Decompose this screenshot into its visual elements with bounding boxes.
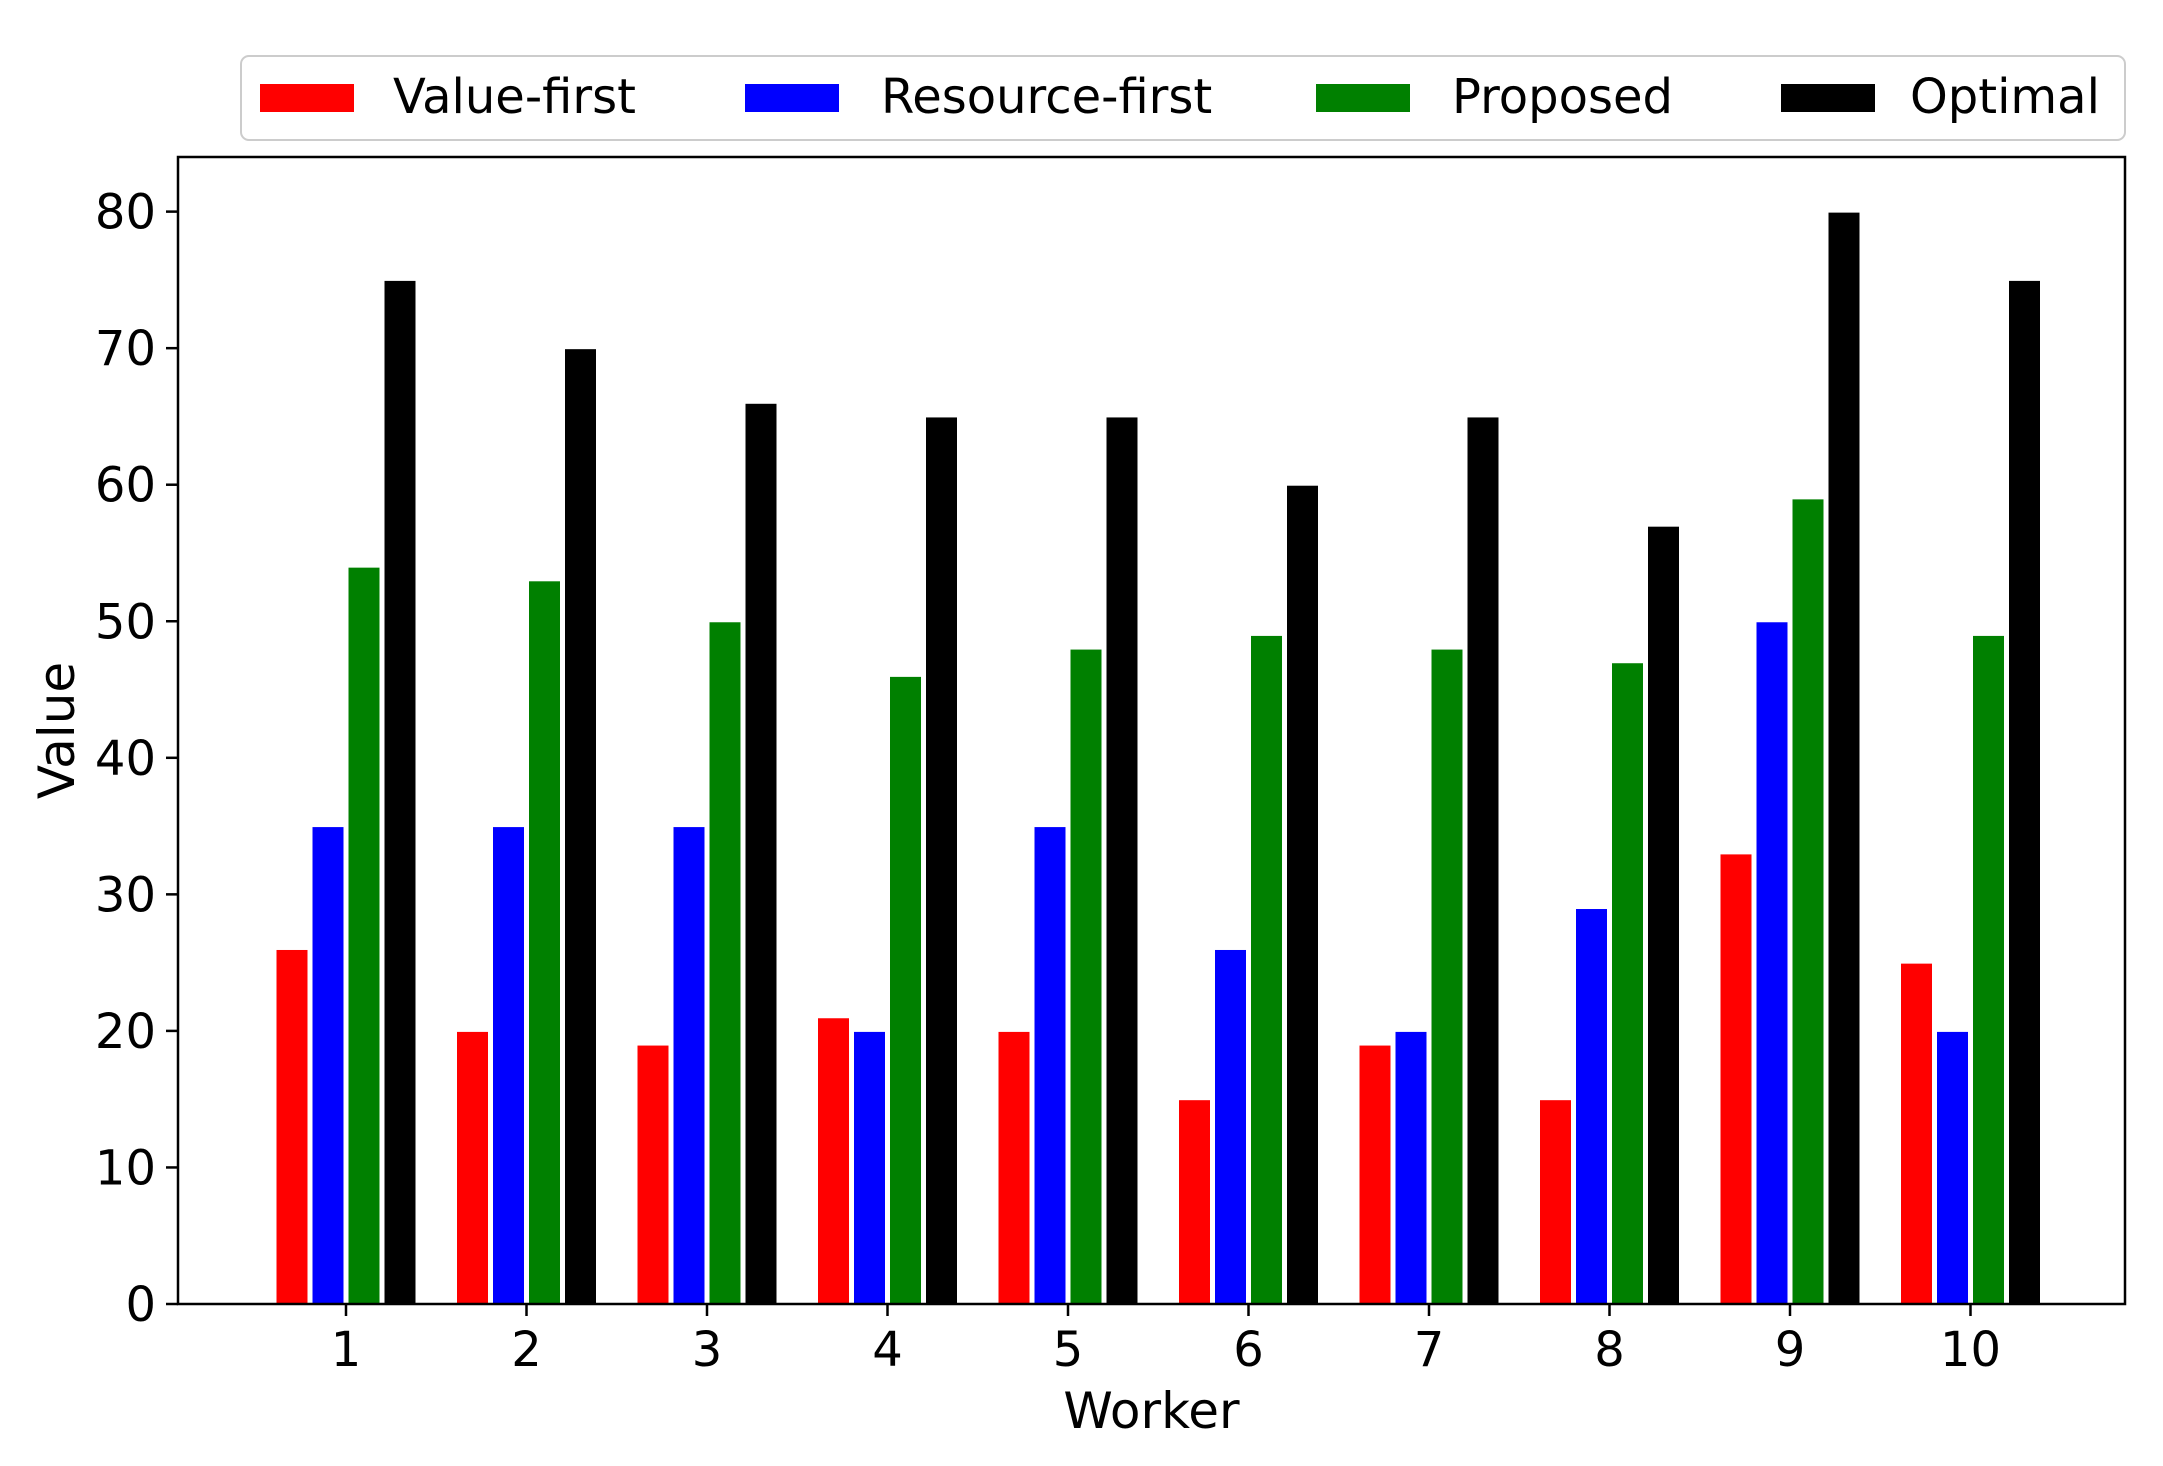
legend-label-resource-first: Resource-first <box>881 69 1212 125</box>
bar-optimal-worker-6 <box>1285 483 1320 1305</box>
bar-proposed-worker-5 <box>1068 647 1104 1305</box>
bar-optimal-worker-7 <box>1465 415 1501 1305</box>
legend-swatch-resource-first <box>745 84 839 112</box>
bar-proposed-worker-1 <box>346 565 382 1305</box>
x-tick-label: 1 <box>331 1322 362 1378</box>
bar-resource-first-worker-3 <box>671 825 707 1305</box>
y-tick-label: 30 <box>95 867 156 923</box>
bar-proposed-worker-2 <box>527 579 562 1305</box>
bar-resource-first-worker-9 <box>1754 620 1790 1305</box>
legend-box <box>240 55 2126 141</box>
bar-resource-first-worker-6 <box>1213 947 1248 1305</box>
bar-proposed-worker-8 <box>1610 661 1645 1305</box>
x-tick-label: 4 <box>872 1322 903 1378</box>
bar-optimal-worker-3 <box>743 401 779 1305</box>
bar-value-first-worker-6 <box>1177 1098 1212 1306</box>
bar-value-first-worker-7 <box>1357 1043 1393 1306</box>
bar-value-first-worker-2 <box>455 1029 490 1306</box>
y-axis-ticks: 0 10 20 30 40 50 60 70 80 <box>95 185 178 1333</box>
bars-layer <box>274 210 2042 1306</box>
y-tick-label: 70 <box>95 321 156 377</box>
x-tick-label: 9 <box>1775 1322 1806 1378</box>
legend-swatch-value-first <box>260 84 354 112</box>
bar-optimal-worker-1 <box>382 278 418 1306</box>
x-tick-label: 7 <box>1414 1322 1445 1378</box>
legend-label-optimal: Optimal <box>1910 69 2100 125</box>
legend-swatch-optimal <box>1781 84 1875 112</box>
x-tick-label: 2 <box>511 1322 542 1378</box>
bar-proposed-worker-10 <box>1971 633 2006 1305</box>
y-tick-label: 50 <box>95 594 156 650</box>
x-axis-label: Worker <box>1063 1382 1240 1440</box>
bar-proposed-worker-9 <box>1790 497 1826 1306</box>
bar-optimal-worker-9 <box>1826 210 1862 1306</box>
bar-proposed-worker-7 <box>1429 647 1465 1305</box>
x-tick-label: 5 <box>1053 1322 1084 1378</box>
y-tick-label: 40 <box>95 731 156 787</box>
bar-resource-first-worker-8 <box>1574 907 1609 1305</box>
legend-label-proposed: Proposed <box>1452 69 1673 125</box>
bar-optimal-worker-4 <box>924 415 959 1305</box>
bar-proposed-worker-6 <box>1249 633 1284 1305</box>
y-tick-label: 20 <box>95 1004 156 1060</box>
bar-resource-first-worker-5 <box>1032 825 1068 1305</box>
bar-resource-first-worker-2 <box>491 825 526 1305</box>
bar-proposed-worker-3 <box>707 620 743 1305</box>
plot-frame <box>176 155 2127 1306</box>
y-tick-label: 80 <box>95 185 156 241</box>
bar-value-first-worker-5 <box>996 1029 1032 1306</box>
x-tick-label: 10 <box>1940 1322 2001 1378</box>
bar-value-first-worker-3 <box>635 1043 671 1306</box>
bar-value-first-worker-8 <box>1538 1098 1573 1306</box>
bar-value-first-worker-4 <box>816 1016 851 1305</box>
y-tick-label: 0 <box>125 1277 156 1333</box>
bar-resource-first-worker-4 <box>852 1029 887 1306</box>
bar-resource-first-worker-10 <box>1935 1029 1970 1306</box>
legend-label-value-first: Value-first <box>393 69 636 125</box>
bar-optimal-worker-2 <box>563 347 598 1305</box>
y-tick-label: 60 <box>95 458 156 514</box>
y-axis-label: Value <box>28 662 86 799</box>
bar-proposed-worker-4 <box>888 674 923 1305</box>
bar-resource-first-worker-7 <box>1393 1029 1429 1306</box>
x-tick-label: 6 <box>1233 1322 1264 1378</box>
bar-resource-first-worker-1 <box>310 825 346 1305</box>
bar-optimal-worker-5 <box>1104 415 1140 1305</box>
bar-optimal-worker-10 <box>2007 278 2042 1306</box>
y-tick-label: 10 <box>95 1140 156 1196</box>
legend: Value-first Resource-first Proposed Optimal <box>240 55 2126 141</box>
x-tick-label: 3 <box>692 1322 723 1378</box>
x-axis-ticks: 1 2 3 4 5 6 7 8 9 10 <box>331 1304 2001 1378</box>
bar-value-first-worker-9 <box>1718 852 1754 1306</box>
x-tick-label: 8 <box>1594 1322 1625 1378</box>
legend-swatch-proposed <box>1316 84 1410 112</box>
bar-optimal-worker-8 <box>1646 524 1681 1305</box>
bar-value-first-worker-1 <box>274 947 310 1305</box>
bar-value-first-worker-10 <box>1899 961 1934 1306</box>
